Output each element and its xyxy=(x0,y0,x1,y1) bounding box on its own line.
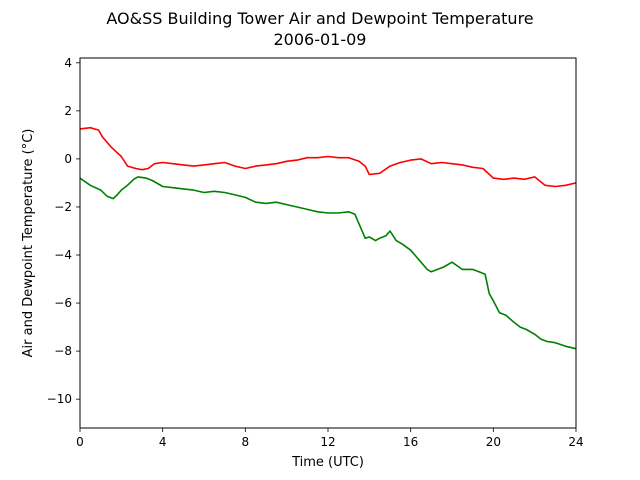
x-tick-label: 12 xyxy=(320,435,335,449)
y-axis: −10 −8 −6 −4 −2 0 2 4 xyxy=(47,56,80,406)
x-tick-label: 24 xyxy=(568,435,583,449)
x-tick-label: 16 xyxy=(403,435,418,449)
series-line-1 xyxy=(79,176,577,350)
x-tick-label: 0 xyxy=(76,435,84,449)
plot-lines xyxy=(79,126,577,350)
y-tick-label: 4 xyxy=(64,56,72,70)
y-tick-label: −4 xyxy=(54,248,72,262)
y-tick-label: −10 xyxy=(47,392,72,406)
chart-title: AO&SS Building Tower Air and Dewpoint Te… xyxy=(106,9,533,28)
y-tick-label: 0 xyxy=(64,152,72,166)
y-tick-label: −2 xyxy=(54,200,72,214)
x-axis-label: Time (UTC) xyxy=(291,455,364,470)
y-tick-label: −6 xyxy=(54,296,72,310)
x-axis: 0 4 8 12 16 20 24 xyxy=(76,428,584,449)
y-tick-label: 2 xyxy=(64,104,72,118)
chart-subtitle: 2006-01-09 xyxy=(274,30,367,49)
y-tick-label: −8 xyxy=(54,344,72,358)
x-tick-label: 4 xyxy=(159,435,167,449)
plot-frame xyxy=(79,57,577,429)
series-line-0 xyxy=(79,126,577,188)
y-axis-label: Air and Dewpoint Temperature (°C) xyxy=(21,129,36,358)
x-tick-label: 8 xyxy=(242,435,250,449)
x-tick-label: 20 xyxy=(486,435,501,449)
